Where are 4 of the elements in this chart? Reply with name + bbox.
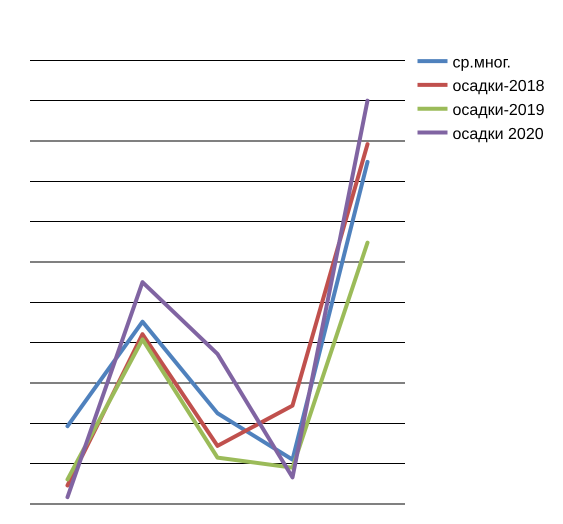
legend-label: осадки 2020 (452, 126, 544, 143)
legend-label: осадки-2019 (452, 102, 545, 119)
legend-label: осадки-2018 (452, 78, 545, 96)
legend-label: ср.мног. (452, 54, 511, 72)
